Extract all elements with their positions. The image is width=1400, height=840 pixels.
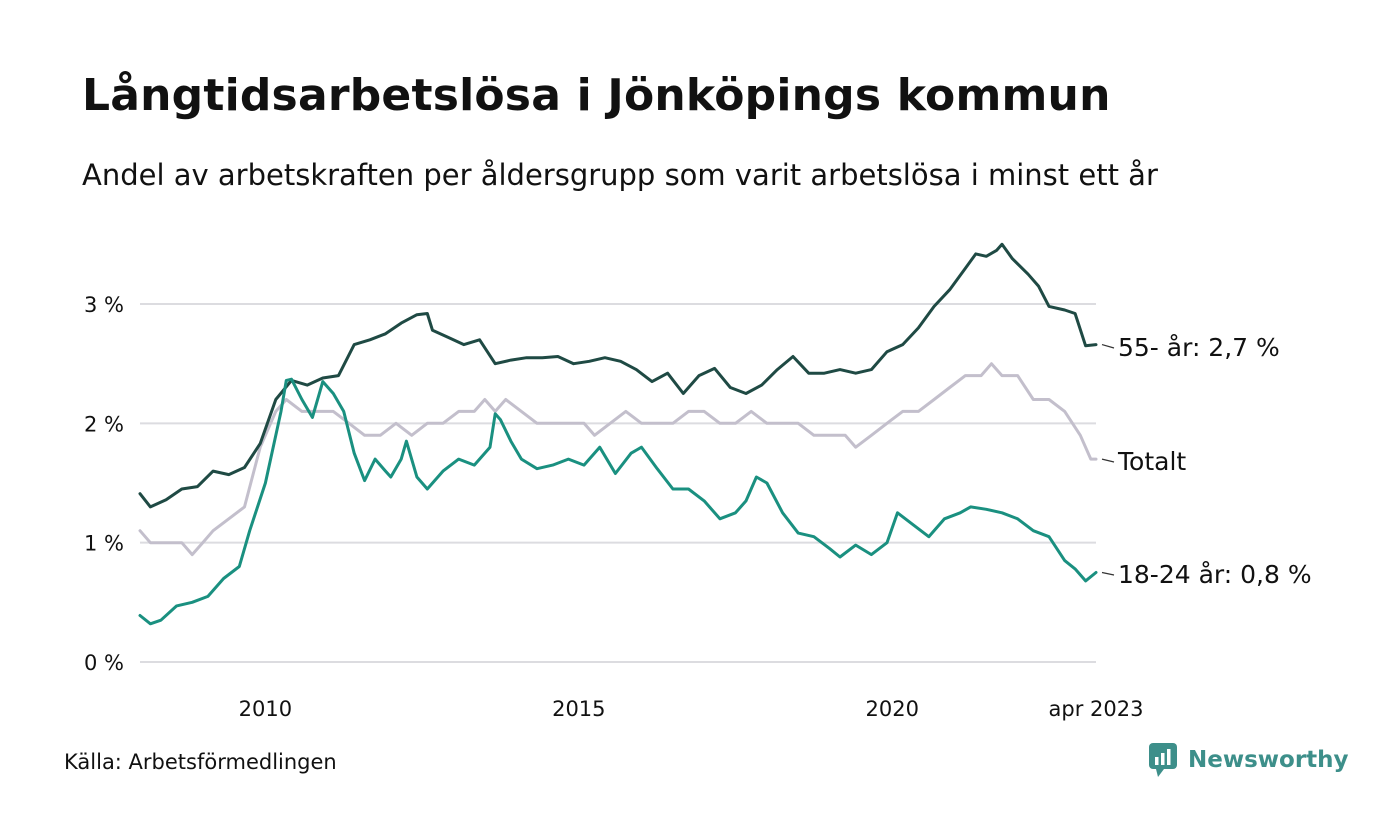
end-labels: Totalt 55- år: 2,7 % 18-24 år: 0,8 % [1101, 333, 1312, 589]
series-line-2 [138, 377, 1098, 626]
series-line-0 [138, 362, 1098, 557]
series-end-label: 55- år: 2,7 % [1118, 333, 1280, 362]
gridlines: 0 % 1 % 2 % 3 % [84, 293, 1096, 675]
chart-title: Långtidsarbetslösa i Jönköpings kommun [82, 70, 1111, 121]
end-label-connector [1101, 343, 1115, 349]
newsworthy-logo-icon [1149, 743, 1177, 777]
x-tick-label: 2010 [239, 697, 292, 721]
y-tick-label: 3 % [84, 293, 124, 317]
x-tick-label: 2015 [552, 697, 605, 721]
x-axis-ticks: 2010 2015 2020 apr 2023 [239, 697, 1144, 721]
brand-logo: Newsworthy [1148, 742, 1349, 778]
x-tick-label: apr 2023 [1049, 697, 1144, 721]
source-note: Källa: Arbetsförmedlingen [64, 750, 337, 774]
series-lines [138, 242, 1098, 626]
chart-subtitle: Andel av arbetskraften per åldersgrupp s… [82, 158, 1158, 192]
x-tick-label: 2020 [866, 697, 919, 721]
end-label-connector [1101, 571, 1115, 576]
y-tick-label: 1 % [84, 532, 124, 556]
brand-name: Newsworthy [1188, 747, 1349, 773]
y-tick-label: 0 % [84, 651, 124, 675]
y-tick-label: 2 % [84, 412, 124, 436]
end-label-connector [1101, 458, 1115, 463]
series-line-1 [138, 242, 1098, 509]
series-end-label: Totalt [1117, 447, 1186, 476]
series-end-label: 18-24 år: 0,8 % [1118, 560, 1312, 589]
